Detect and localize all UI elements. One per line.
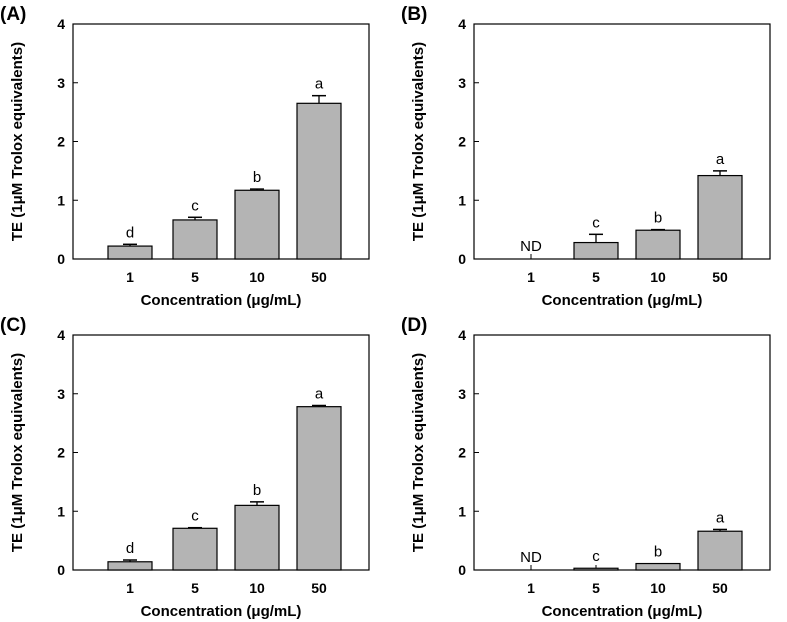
significance-label: c: [592, 548, 600, 565]
y-tick-label: 4: [57, 16, 65, 32]
bar: [635, 229, 681, 260]
x-axis-title: Concentration (μg/mL): [141, 292, 302, 309]
significance-label: b: [654, 210, 662, 227]
x-tick-label: 10: [249, 580, 265, 596]
y-tick-label: 3: [458, 75, 466, 91]
bar: [635, 562, 681, 571]
x-tick-label: 50: [311, 580, 327, 596]
x-tick-label: 5: [592, 269, 600, 285]
x-tick-label: 50: [311, 269, 327, 285]
y-tick-label: 4: [458, 327, 466, 343]
y-tick-label: 1: [57, 503, 65, 519]
y-axis-title: TE (1μM Trolox equivalents): [410, 42, 427, 241]
y-tick-label: 4: [458, 16, 466, 32]
significance-label: b: [253, 169, 261, 186]
x-tick-label: 1: [126, 269, 134, 285]
x-axis-title: Concentration (μg/mL): [542, 292, 703, 309]
y-tick-label: 3: [57, 386, 65, 402]
significance-label: a: [315, 76, 324, 93]
panel-label: (A): [0, 4, 26, 25]
x-tick-label: 50: [712, 580, 728, 596]
bar: [573, 567, 619, 571]
y-tick-label: 1: [458, 503, 466, 519]
y-axis-title: TE (1μM Trolox equivalents): [410, 353, 427, 552]
bar: [107, 245, 153, 260]
y-tick-label: 2: [458, 445, 466, 461]
significance-label: c: [592, 214, 600, 231]
y-tick-label: 0: [57, 251, 65, 267]
chart-panel: (A) 0 1 2 3 4 TE (1μM Trolox equivalents) 1 d 5 c 1…: [0, 4, 370, 309]
significance-label: a: [716, 151, 725, 168]
significance-label: c: [191, 197, 199, 214]
x-tick-label: 10: [650, 269, 666, 285]
chart-panel: (D) 0 1 2 3 4 TE (1μM Trolox equivalents) 1 ND 5 c…: [401, 315, 771, 620]
y-tick-label: 0: [458, 251, 466, 267]
significance-label: ND: [520, 238, 542, 255]
significance-label: d: [126, 224, 134, 241]
significance-label: a: [315, 386, 324, 403]
x-tick-label: 1: [527, 269, 535, 285]
panel-label: (B): [401, 4, 427, 25]
y-tick-label: 0: [57, 562, 65, 578]
bar: [697, 174, 743, 260]
bar: [172, 527, 218, 571]
y-tick-label: 1: [458, 192, 466, 208]
y-tick-label: 1: [57, 192, 65, 208]
bar: [234, 504, 280, 571]
y-axis-title: TE (1μM Trolox equivalents): [9, 42, 26, 241]
y-tick-label: 4: [57, 327, 65, 343]
significance-label: d: [126, 540, 134, 557]
x-axis-title: Concentration (μg/mL): [141, 603, 302, 620]
y-tick-label: 2: [57, 445, 65, 461]
x-axis-title: Concentration (μg/mL): [542, 603, 703, 620]
x-tick-label: 5: [191, 580, 199, 596]
x-tick-label: 1: [126, 580, 134, 596]
significance-label: ND: [520, 549, 542, 566]
bar: [234, 189, 280, 260]
significance-label: c: [191, 508, 199, 525]
y-tick-label: 0: [458, 562, 466, 578]
y-tick-label: 2: [458, 134, 466, 150]
bar: [107, 561, 153, 571]
bar: [573, 241, 619, 260]
y-axis-title: TE (1μM Trolox equivalents): [9, 353, 26, 552]
bar: [296, 406, 342, 571]
panel-label: (D): [401, 315, 427, 336]
y-tick-label: 3: [458, 386, 466, 402]
chart-panel: (C) 0 1 2 3 4 TE (1μM Trolox equivalents) 1 d 5 c 1…: [0, 315, 370, 620]
x-tick-label: 10: [650, 580, 666, 596]
bar: [296, 102, 342, 260]
x-tick-label: 50: [712, 269, 728, 285]
panel-label: (C): [0, 315, 26, 336]
x-tick-label: 10: [249, 269, 265, 285]
bar: [697, 530, 743, 571]
bar: [172, 219, 218, 260]
x-tick-label: 5: [592, 580, 600, 596]
x-tick-label: 1: [527, 580, 535, 596]
significance-label: b: [654, 544, 662, 561]
x-tick-label: 5: [191, 269, 199, 285]
y-tick-label: 2: [57, 134, 65, 150]
chart-panel: (B) 0 1 2 3 4 TE (1μM Trolox equivalents) 1 ND 5 c…: [401, 4, 771, 309]
y-tick-label: 3: [57, 75, 65, 91]
significance-label: b: [253, 482, 261, 499]
significance-label: a: [716, 509, 725, 526]
